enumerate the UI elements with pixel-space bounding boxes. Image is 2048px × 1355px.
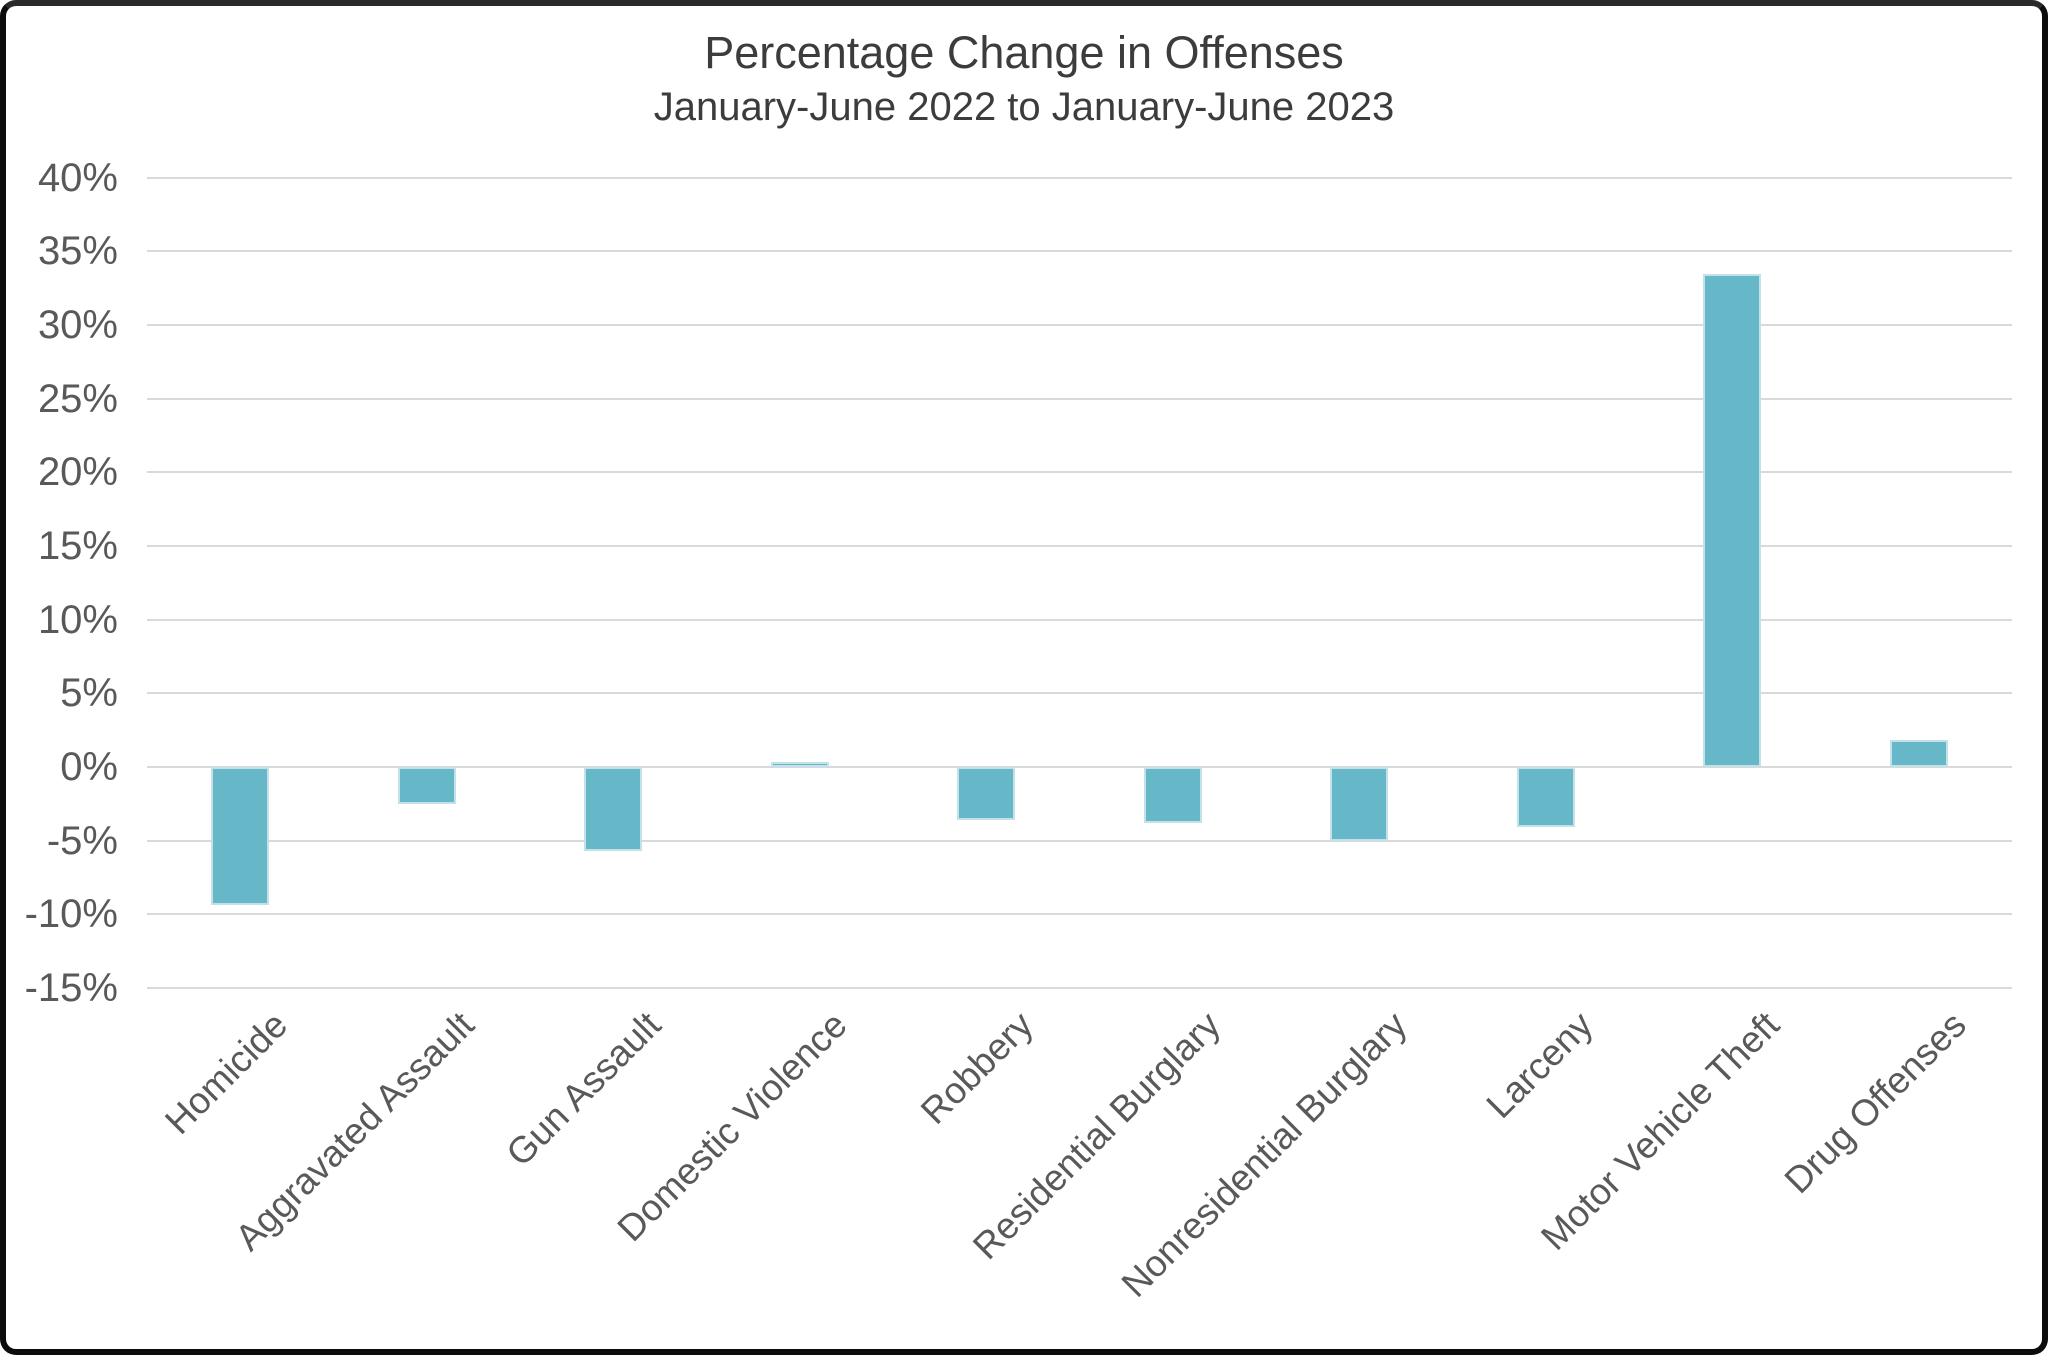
y-axis-tick-label: 30% xyxy=(37,303,118,348)
y-axis-tick-label: 40% xyxy=(37,155,118,200)
title-block: Percentage Change in Offenses January-Ju… xyxy=(0,24,2048,132)
bar-gun-assault xyxy=(584,767,643,851)
y-axis-tick-label: -15% xyxy=(24,965,118,1010)
gridline xyxy=(147,250,2012,253)
gridline xyxy=(147,913,2012,916)
gridline xyxy=(147,324,2012,327)
gridline xyxy=(147,176,2012,179)
bar-homicide xyxy=(211,767,270,906)
gridline-zero xyxy=(147,766,2012,768)
y-axis-tick-label: 35% xyxy=(37,229,118,274)
bar-robbery xyxy=(957,767,1016,821)
y-axis-tick-label: -10% xyxy=(24,892,118,937)
chart-subtitle: January-June 2022 to January-June 2023 xyxy=(653,85,1395,129)
chart-title: Percentage Change in Offenses xyxy=(704,27,1344,78)
gridline xyxy=(147,839,2012,842)
y-axis-tick-label: 25% xyxy=(37,376,118,421)
bar-larceny xyxy=(1516,767,1575,828)
gridline xyxy=(147,692,2012,695)
bar-aggravated-assault xyxy=(397,767,456,804)
gridline xyxy=(147,545,2012,548)
y-axis-tick-label: 10% xyxy=(37,597,118,642)
bar-nonresidential-burglary xyxy=(1330,767,1389,841)
gridline xyxy=(147,986,2012,989)
bar-drug-offenses xyxy=(1889,740,1948,767)
bar-residential-burglary xyxy=(1143,767,1202,823)
bar-motor-vehicle-theft xyxy=(1703,273,1762,767)
y-axis-tick-label: 20% xyxy=(37,450,118,495)
y-axis-tick-label: 15% xyxy=(37,524,118,569)
y-axis-tick-label: 0% xyxy=(60,745,118,789)
y-axis-tick-label: -5% xyxy=(46,818,118,863)
y-axis-tick-label: 5% xyxy=(60,671,118,716)
bar-domestic-violence xyxy=(770,762,829,767)
gridline xyxy=(147,471,2012,474)
gridline xyxy=(147,618,2012,621)
gridline xyxy=(147,397,2012,400)
